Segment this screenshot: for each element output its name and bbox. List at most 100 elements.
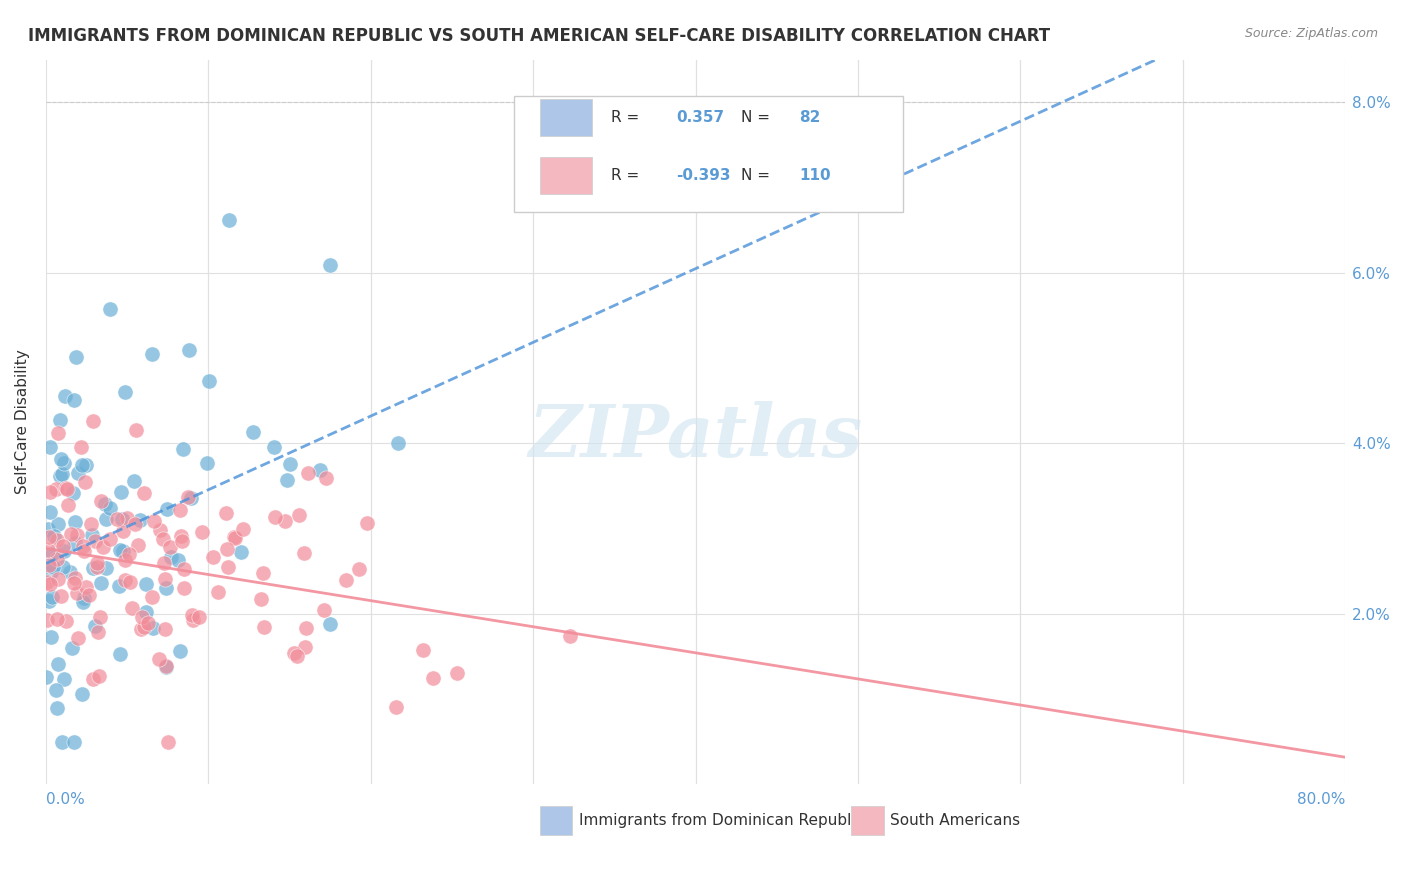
Point xyxy=(87,669,110,683)
Point xyxy=(63,571,86,585)
Point xyxy=(66,528,89,542)
Point xyxy=(60,641,83,656)
Point xyxy=(105,512,128,526)
Point xyxy=(149,523,172,537)
Point xyxy=(122,474,145,488)
Text: Source: ZipAtlas.com: Source: ZipAtlas.com xyxy=(1244,27,1378,40)
Point xyxy=(51,734,73,748)
Point xyxy=(80,527,103,541)
Point xyxy=(46,533,69,548)
Point xyxy=(73,591,96,605)
Text: 110: 110 xyxy=(800,168,831,183)
Point xyxy=(347,562,370,576)
Point xyxy=(45,701,67,715)
Point xyxy=(173,562,195,576)
Point xyxy=(142,621,165,635)
Point xyxy=(90,576,112,591)
Text: Immigrants from Dominican Republic: Immigrants from Dominican Republic xyxy=(579,813,863,828)
Point xyxy=(263,440,285,454)
Point xyxy=(288,508,311,522)
Text: IMMIGRANTS FROM DOMINICAN REPUBLIC VS SOUTH AMERICAN SELF-CARE DISABILITY CORREL: IMMIGRANTS FROM DOMINICAN REPUBLIC VS SO… xyxy=(28,27,1050,45)
Point xyxy=(114,573,136,587)
Point xyxy=(136,615,159,630)
Point xyxy=(335,573,357,587)
Point xyxy=(153,557,176,571)
Point xyxy=(125,424,148,438)
Point xyxy=(98,301,121,316)
Point xyxy=(198,375,221,389)
Point xyxy=(66,631,89,645)
Point xyxy=(86,560,108,574)
Point xyxy=(135,606,157,620)
Point xyxy=(56,483,79,497)
Point xyxy=(82,414,104,428)
Point xyxy=(356,516,378,530)
Point xyxy=(166,553,188,567)
Point xyxy=(41,547,63,561)
Text: N =: N = xyxy=(741,110,770,125)
Point xyxy=(156,734,179,748)
Point xyxy=(98,501,121,516)
Point xyxy=(70,458,93,472)
Point xyxy=(285,648,308,663)
Point xyxy=(159,540,181,554)
Point xyxy=(73,544,96,558)
Point xyxy=(558,629,581,643)
Point xyxy=(412,642,434,657)
Point xyxy=(141,346,163,360)
Point xyxy=(229,545,252,559)
Point xyxy=(155,659,177,673)
Point xyxy=(135,577,157,591)
Point xyxy=(141,591,163,605)
Point xyxy=(65,536,87,550)
Point xyxy=(39,484,62,499)
Point xyxy=(217,559,239,574)
Point xyxy=(45,482,67,496)
Point xyxy=(152,532,174,546)
Point xyxy=(118,574,141,589)
Point xyxy=(111,544,134,558)
Point xyxy=(110,485,132,500)
Point xyxy=(218,213,240,227)
Point xyxy=(38,440,60,454)
Point xyxy=(46,552,69,566)
Point xyxy=(180,608,202,623)
Point xyxy=(42,560,65,574)
Point xyxy=(63,393,86,408)
Point xyxy=(273,514,295,528)
Point xyxy=(112,524,135,538)
Point xyxy=(37,543,59,558)
Point xyxy=(35,670,58,684)
Point xyxy=(114,385,136,400)
Point xyxy=(108,543,131,558)
Point xyxy=(124,516,146,531)
Point xyxy=(207,584,229,599)
Point xyxy=(55,614,77,628)
Point xyxy=(224,530,246,544)
Point xyxy=(155,581,177,595)
Point xyxy=(422,671,444,685)
Point xyxy=(87,624,110,639)
Text: 0.357: 0.357 xyxy=(676,110,724,125)
Text: 82: 82 xyxy=(800,110,821,125)
Point xyxy=(173,582,195,596)
FancyBboxPatch shape xyxy=(852,806,884,835)
Point xyxy=(108,647,131,661)
Point xyxy=(89,610,111,624)
Point xyxy=(180,491,202,505)
Text: R =: R = xyxy=(612,110,640,125)
Point xyxy=(66,467,89,481)
Text: -0.393: -0.393 xyxy=(676,168,731,183)
Point xyxy=(295,621,318,635)
Text: ZIPatlas: ZIPatlas xyxy=(529,401,863,472)
Point xyxy=(82,673,104,687)
Point xyxy=(179,343,201,357)
Point xyxy=(153,622,176,636)
Point xyxy=(53,456,76,470)
Point xyxy=(52,539,75,553)
Point xyxy=(48,413,70,427)
Point xyxy=(155,572,177,586)
Point xyxy=(82,561,104,575)
Point xyxy=(252,566,274,581)
Point xyxy=(48,469,70,483)
